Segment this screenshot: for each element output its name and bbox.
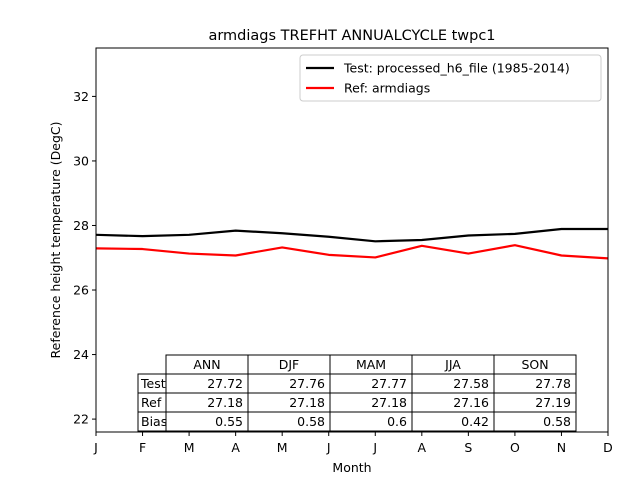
table-column-header: JJA <box>444 357 461 372</box>
table-row-label: Ref <box>141 395 162 410</box>
legend-label-ref: Ref: armdiags <box>344 81 430 96</box>
table-cell-value: 27.76 <box>289 376 325 391</box>
table-cell-value: 27.18 <box>371 395 407 410</box>
y-tick-label: 32 <box>73 89 89 104</box>
legend-label-test: Test: processed_h6_file (1985-2014) <box>343 61 570 76</box>
table-cell-value: 27.18 <box>289 395 325 410</box>
table-cell-value: 0.6 <box>387 414 407 429</box>
y-tick-label: 28 <box>73 218 89 233</box>
x-tick-label: M <box>184 440 195 455</box>
table-cell-value: 27.19 <box>535 395 571 410</box>
x-tick-label: O <box>510 440 520 455</box>
x-axis-label: Month <box>332 460 371 475</box>
table-row-label: Bias <box>141 414 167 429</box>
table-column-header: MAM <box>356 357 386 372</box>
x-tick-label: D <box>603 440 613 455</box>
table-cell-value: 0.42 <box>461 414 489 429</box>
x-tick-label: A <box>418 440 427 455</box>
y-tick-label: 24 <box>73 347 89 362</box>
table-row-label: Test <box>140 376 166 391</box>
table-column-header: DJF <box>279 357 300 372</box>
table-cell-value: 27.18 <box>207 395 243 410</box>
x-tick-label: J <box>372 440 377 455</box>
x-tick-label: N <box>557 440 566 455</box>
table-cell-value: 0.55 <box>215 414 243 429</box>
table-cell-value: 27.58 <box>453 376 489 391</box>
table-cell-value: 0.58 <box>297 414 325 429</box>
x-tick-label: M <box>277 440 288 455</box>
y-tick-label: 30 <box>73 153 89 168</box>
x-tick-label: J <box>326 440 331 455</box>
summary-table: ANN DJF MAM JJA SON Test 27.72 27.76 27.77 27.58 2… <box>138 355 576 431</box>
chart-title: armdiags TREFHT ANNUALCYCLE twpc1 <box>208 28 495 44</box>
x-tick-label: F <box>139 440 146 455</box>
x-tick-label: A <box>231 440 240 455</box>
y-tick-label: 26 <box>73 283 89 298</box>
table-cell-value: 27.72 <box>207 376 243 391</box>
x-tick-label: S <box>464 440 472 455</box>
table-column-header: ANN <box>193 357 220 372</box>
table-column-header: SON <box>521 357 548 372</box>
table-cell-value: 27.78 <box>535 376 571 391</box>
y-tick-label: 22 <box>73 412 89 427</box>
table-cell-value: 0.58 <box>543 414 571 429</box>
legend: Test: processed_h6_file (1985-2014) Ref: … <box>300 55 601 101</box>
table-cell-value: 27.16 <box>453 395 489 410</box>
table-cell-value: 27.77 <box>371 376 407 391</box>
x-tick-label: J <box>93 440 98 455</box>
y-axis-label: Reference height temperature (DegC) <box>48 121 63 358</box>
